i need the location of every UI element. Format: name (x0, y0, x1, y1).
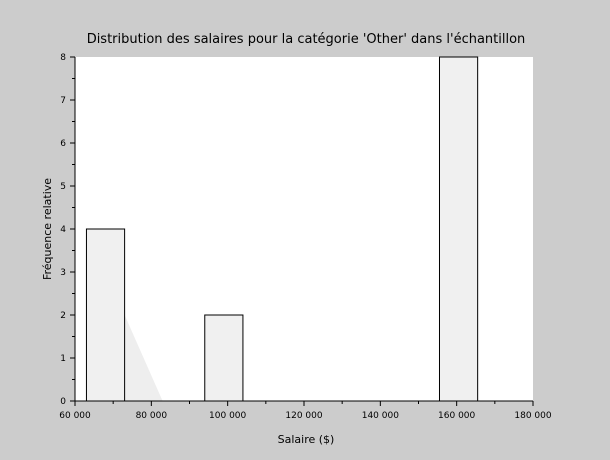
x-tick-label: 140 000 (362, 411, 399, 421)
y-axis-label: Fréquence relative (41, 178, 54, 280)
y-ticks-layer: 0 1 2 3 4 5 6 7 8 (60, 53, 75, 407)
rendering-artifact (124, 315, 163, 401)
histogram-bar-2 (204, 314, 244, 402)
x-ticks-layer: 60 000 80 000 100 000 120 000 140 000 160 000… (59, 401, 552, 421)
bars-layer (85, 56, 479, 402)
y-tick-label: 8 (60, 53, 66, 63)
x-tick-label: 120 000 (285, 411, 322, 421)
x-tick-label: 160 000 (438, 411, 475, 421)
x-tick-label: 180 000 (514, 411, 551, 421)
y-tick-label: 4 (60, 225, 66, 235)
y-tick-label: 0 (60, 397, 66, 407)
rendering-artifact-layer (124, 315, 163, 401)
histogram-bar-1 (85, 228, 126, 402)
y-tick-label: 2 (60, 311, 66, 321)
y-tick-label: 5 (60, 182, 66, 192)
x-tick-label: 80 000 (136, 411, 168, 421)
y-tick-label: 7 (60, 96, 66, 106)
x-tick-label: 60 000 (59, 411, 91, 421)
chart-title: Distribution des salaires pour la catégo… (87, 32, 526, 47)
y-tick-label: 6 (60, 139, 66, 149)
x-tick-label: 100 000 (209, 411, 246, 421)
x-axis-label: Salaire ($) (278, 433, 335, 446)
histogram-bar-3 (438, 56, 479, 402)
y-tick-label: 3 (60, 268, 66, 278)
y-tick-label: 1 (60, 354, 66, 364)
